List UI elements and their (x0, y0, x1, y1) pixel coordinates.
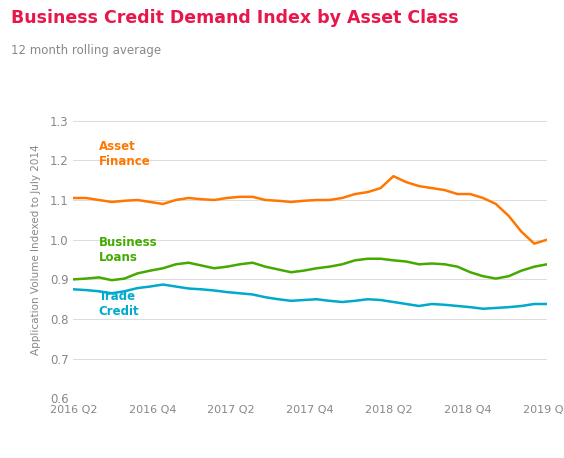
Y-axis label: Application Volume Indexed to July 2014: Application Volume Indexed to July 2014 (32, 144, 41, 355)
Text: Asset
Finance: Asset Finance (99, 140, 151, 169)
Text: Business
Loans: Business Loans (99, 235, 157, 264)
Text: 12 month rolling average: 12 month rolling average (11, 44, 161, 56)
Text: Business Credit Demand Index by Asset Class: Business Credit Demand Index by Asset Cl… (11, 9, 459, 27)
Text: Trade
Credit: Trade Credit (99, 290, 139, 318)
